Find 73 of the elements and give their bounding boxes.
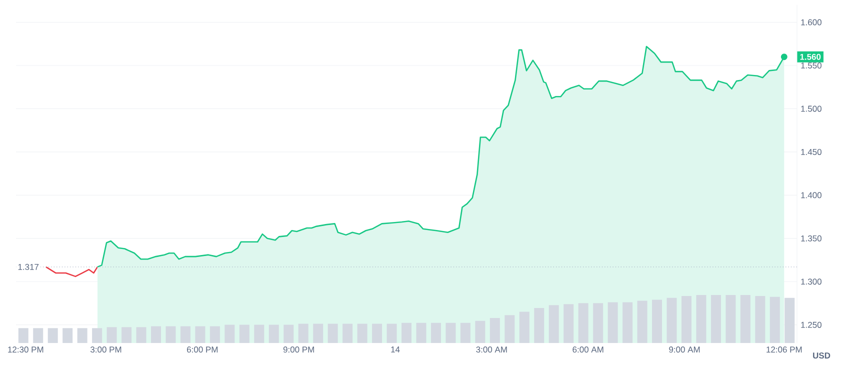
x-tick-label: 12:06 PM — [766, 346, 802, 353]
bar — [430, 322, 441, 343]
bar — [490, 318, 500, 343]
bar — [33, 328, 44, 343]
annotation: 1.560 — [800, 54, 821, 60]
x-tick-label: 9:00 PM — [283, 346, 314, 353]
bar — [652, 300, 662, 343]
bar — [593, 303, 604, 343]
bar — [710, 295, 721, 343]
bar — [224, 324, 235, 343]
x-tick-label: 3:00 AM — [476, 346, 507, 353]
bar — [284, 324, 294, 343]
bar — [122, 327, 132, 343]
bar — [92, 328, 102, 343]
y-tick-label: 1.550 — [801, 62, 822, 69]
bar — [578, 303, 588, 343]
bar — [740, 295, 750, 343]
bar — [460, 322, 470, 343]
y-tick-label: 1.250 — [801, 322, 822, 328]
x-tick-label: 6:00 AM — [572, 346, 604, 353]
bar — [239, 324, 250, 343]
bar — [328, 324, 338, 343]
bar — [77, 328, 88, 343]
bar — [268, 324, 279, 343]
bar — [446, 322, 456, 343]
y-axis-title: USD — [813, 352, 830, 359]
bar — [696, 295, 706, 343]
bar — [519, 312, 530, 343]
y-tick-label: 1.350 — [801, 235, 822, 242]
bar — [342, 324, 353, 343]
bar — [195, 326, 206, 343]
bar — [784, 298, 795, 343]
bar — [150, 326, 161, 343]
bar — [504, 315, 515, 343]
bar — [416, 322, 426, 343]
bar — [180, 326, 190, 343]
bar — [210, 326, 220, 343]
bar — [254, 324, 264, 343]
bar — [475, 320, 486, 343]
bar — [637, 300, 648, 343]
x-tick-label: 6:00 PM — [187, 346, 218, 353]
bar — [755, 296, 766, 343]
bar — [62, 328, 73, 343]
bar — [666, 298, 677, 343]
bar — [564, 304, 574, 343]
bar — [372, 324, 382, 343]
x-tick-label: 14 — [391, 346, 400, 352]
bar — [48, 328, 58, 343]
bar — [313, 324, 324, 343]
y-tick-label: 1.450 — [801, 148, 822, 155]
bar — [681, 296, 692, 343]
bar — [622, 302, 633, 343]
bar — [18, 328, 28, 343]
bar — [386, 324, 397, 343]
ref-line-label: 1.317 — [18, 264, 39, 270]
y-tick-label: 1.600 — [801, 19, 822, 26]
bar — [357, 324, 368, 343]
bar — [608, 302, 618, 343]
bar — [770, 296, 780, 343]
y-tick-label: 1.300 — [801, 278, 822, 285]
bar — [534, 308, 544, 343]
bar — [402, 322, 412, 343]
y-tick-label: 1.500 — [801, 106, 822, 112]
bar — [106, 327, 117, 343]
x-tick-label: 9:00 AM — [669, 346, 700, 353]
y-tick-label: 1.400 — [801, 192, 822, 198]
bar — [298, 324, 308, 343]
bar — [548, 305, 559, 343]
bar — [166, 326, 176, 343]
x-tick-label: 12:30 PM — [8, 346, 44, 353]
bar — [136, 327, 146, 343]
x-tick-label: 3:00 PM — [90, 346, 122, 353]
bar — [726, 295, 736, 343]
